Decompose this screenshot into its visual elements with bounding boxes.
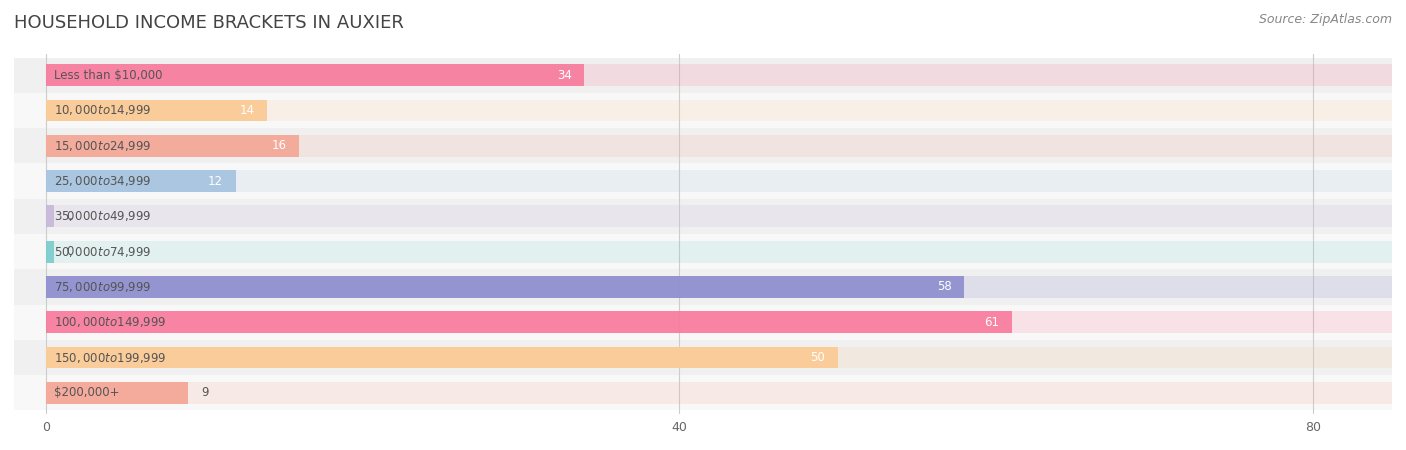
Text: $35,000 to $49,999: $35,000 to $49,999 (53, 209, 150, 223)
Text: HOUSEHOLD INCOME BRACKETS IN AUXIER: HOUSEHOLD INCOME BRACKETS IN AUXIER (14, 14, 404, 32)
Bar (14, 199, 1392, 234)
Bar (14, 340, 1392, 375)
Bar (46, 382, 1392, 404)
Bar (46, 170, 1392, 192)
Bar (46, 64, 1392, 86)
Bar (46, 64, 585, 86)
Bar (46, 135, 1392, 157)
Bar (14, 163, 1392, 199)
Bar (46, 311, 1392, 333)
Bar (46, 311, 1012, 333)
Bar (46, 170, 236, 192)
Text: 0: 0 (66, 245, 73, 258)
Bar (46, 276, 965, 298)
Bar (14, 305, 1392, 340)
Text: 16: 16 (271, 139, 287, 152)
Bar (46, 99, 1392, 122)
Text: Less than $10,000: Less than $10,000 (53, 69, 162, 82)
Bar (46, 346, 838, 369)
Text: $150,000 to $199,999: $150,000 to $199,999 (53, 351, 166, 364)
Bar (46, 241, 53, 263)
Text: Source: ZipAtlas.com: Source: ZipAtlas.com (1258, 14, 1392, 27)
Bar (46, 241, 1392, 263)
Text: $50,000 to $74,999: $50,000 to $74,999 (53, 245, 150, 259)
Bar (46, 135, 299, 157)
Bar (14, 234, 1392, 269)
Text: $75,000 to $99,999: $75,000 to $99,999 (53, 280, 150, 294)
Bar (14, 128, 1392, 163)
Text: $25,000 to $34,999: $25,000 to $34,999 (53, 174, 150, 188)
Text: $100,000 to $149,999: $100,000 to $149,999 (53, 315, 166, 329)
Bar (14, 269, 1392, 305)
Bar (46, 205, 1392, 227)
Text: 9: 9 (201, 386, 208, 399)
Bar (46, 99, 267, 122)
Text: 14: 14 (240, 104, 254, 117)
Text: 58: 58 (936, 280, 952, 293)
Text: 0: 0 (66, 210, 73, 223)
Bar (14, 58, 1392, 93)
Bar (46, 205, 53, 227)
Text: $10,000 to $14,999: $10,000 to $14,999 (53, 104, 150, 117)
Bar (14, 375, 1392, 410)
Text: 12: 12 (208, 175, 224, 188)
Bar (46, 346, 1392, 369)
Bar (46, 276, 1392, 298)
Bar (14, 93, 1392, 128)
Bar (46, 382, 188, 404)
Text: $200,000+: $200,000+ (53, 386, 120, 399)
Text: $15,000 to $24,999: $15,000 to $24,999 (53, 139, 150, 153)
Text: 61: 61 (984, 316, 1000, 329)
Text: 50: 50 (810, 351, 825, 364)
Text: 34: 34 (557, 69, 572, 82)
